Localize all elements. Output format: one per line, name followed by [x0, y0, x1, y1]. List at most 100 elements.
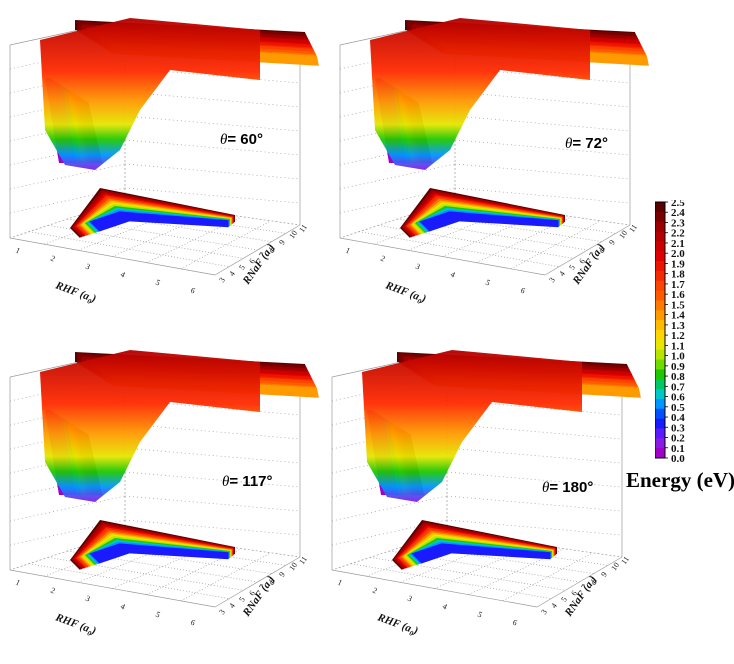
- x-axis-close: ): [89, 624, 97, 637]
- floor-grid-line: [442, 212, 543, 257]
- x-tick-label: 4: [119, 270, 126, 280]
- colorbar-swatch: [655, 359, 665, 370]
- colorbar-tick-label: 1.9: [671, 258, 685, 270]
- wall-grid-line: [124, 495, 301, 512]
- colorbar-tick-label: 0.4: [671, 412, 685, 424]
- wall-grid-line: [454, 163, 631, 180]
- y-tick-label: 6: [247, 257, 257, 265]
- x-tick-label: 5: [476, 610, 483, 620]
- energy-surface: [40, 18, 319, 170]
- wall-grid-line: [124, 163, 301, 180]
- theta-label-72: θ= 72°: [565, 135, 608, 152]
- y-tick-label: 3: [217, 608, 227, 616]
- floor-grid-line: [86, 212, 272, 243]
- colorbar-tick-label: 2.1: [671, 238, 685, 250]
- y-tick-label: 10: [287, 561, 299, 573]
- colorbar-swatch: [655, 221, 665, 233]
- x-axis-subscript: 0: [408, 629, 414, 638]
- y-tick-label: 9: [277, 570, 287, 578]
- colorbar-tick-label: 0.3: [671, 422, 685, 434]
- floor-grid-line: [359, 231, 560, 268]
- floor-grid-line: [29, 231, 230, 268]
- y-axis-close: ): [595, 242, 608, 253]
- x-tick-label: 3: [84, 594, 91, 604]
- x-tick-label: 3: [406, 594, 413, 604]
- contour-band: [411, 543, 551, 564]
- x-tick-label: 6: [511, 618, 518, 628]
- colorbar-tick-label: 1.2: [671, 330, 685, 342]
- colorbar-swatch: [655, 438, 665, 449]
- colorbar-swatch: [655, 330, 665, 341]
- y-tick-label: 10: [287, 229, 299, 241]
- wall-grid-line: [124, 139, 301, 156]
- x-axis-subscript: 0: [86, 297, 92, 306]
- colorbar-swatch: [655, 379, 665, 390]
- colorbar-tick-label: 0.5: [671, 402, 685, 414]
- x-tick-label: 1: [14, 578, 21, 588]
- x-tick-label: 6: [189, 286, 196, 296]
- colorbar-swatch: [655, 418, 665, 429]
- colorbar-swatch: [655, 408, 665, 420]
- x-axis-close: ): [419, 292, 427, 305]
- y-tick-label: 4: [227, 601, 237, 609]
- y-axis-subscript: 0: [269, 249, 276, 255]
- wall-grid-line: [124, 471, 301, 488]
- floor-contour: [70, 520, 235, 570]
- energy-surface: [370, 18, 649, 170]
- floor-grid-line: [416, 212, 602, 243]
- y-tick-label: 9: [277, 238, 287, 246]
- y-axis-subscript: 0: [591, 581, 598, 587]
- y-tick-label: 11: [619, 555, 631, 566]
- x-axis-title: RHF (a0): [52, 279, 97, 307]
- colorbar-tick-label: 1.8: [671, 269, 685, 281]
- wall-grid-line: [9, 495, 126, 522]
- floor-grid-line: [408, 208, 514, 251]
- y-tick-label: 8: [267, 244, 277, 252]
- y-tick-label: 4: [549, 601, 559, 609]
- y-axis-close: ): [265, 242, 278, 253]
- colorbar-tick-label: 1.6: [671, 289, 685, 301]
- colorbar-swatch: [655, 202, 665, 213]
- x-tick-label: 1: [336, 578, 343, 588]
- colorbar-tick-label: 2.5: [671, 200, 685, 209]
- x-tick-label: 6: [519, 286, 526, 296]
- y-tick-label: 11: [627, 223, 639, 234]
- y-tick-label: 9: [599, 570, 609, 578]
- x-tick-label: 4: [449, 270, 456, 280]
- colorbar-tick-label: 1.3: [671, 320, 685, 332]
- x-axis-title: RHF (a0): [52, 611, 97, 639]
- wall-grid-line: [454, 115, 631, 132]
- x-tick-label: 5: [154, 610, 161, 620]
- theta-label-117: θ= 117°: [222, 473, 273, 490]
- floor-grid-line: [86, 544, 272, 575]
- colorbar-tick-label: 2.0: [671, 248, 685, 260]
- y-tick-label: 4: [557, 269, 567, 277]
- colorbar-border: [655, 201, 666, 459]
- x-axis-title: RHF (a0): [382, 279, 427, 307]
- y-tick-label: 10: [609, 561, 621, 573]
- floor-contour: [70, 188, 235, 238]
- wall-grid-line: [331, 495, 448, 522]
- x-tick-label: 6: [189, 618, 196, 628]
- colorbar-swatch: [655, 369, 665, 380]
- colorbar-swatch: [655, 320, 665, 331]
- floor-grid-line: [408, 544, 594, 575]
- surface-face: [40, 350, 260, 502]
- y-tick-label: 11: [297, 223, 309, 234]
- floor-grid-line: [434, 544, 535, 589]
- wall-grid-line: [446, 447, 623, 464]
- y-tick-label: 8: [597, 244, 607, 252]
- x-tick-label: 2: [49, 586, 56, 596]
- y-tick-label: 11: [297, 555, 309, 566]
- y-tick-label: 5: [237, 595, 247, 603]
- wall-grid-line: [124, 115, 301, 132]
- x-tick-label: 2: [371, 586, 378, 596]
- x-axis-subscript: 0: [86, 629, 92, 638]
- colorbar-swatch: [655, 349, 665, 361]
- x-axis-title: RHF (a0): [374, 611, 419, 639]
- y-tick-label: 7: [579, 583, 589, 591]
